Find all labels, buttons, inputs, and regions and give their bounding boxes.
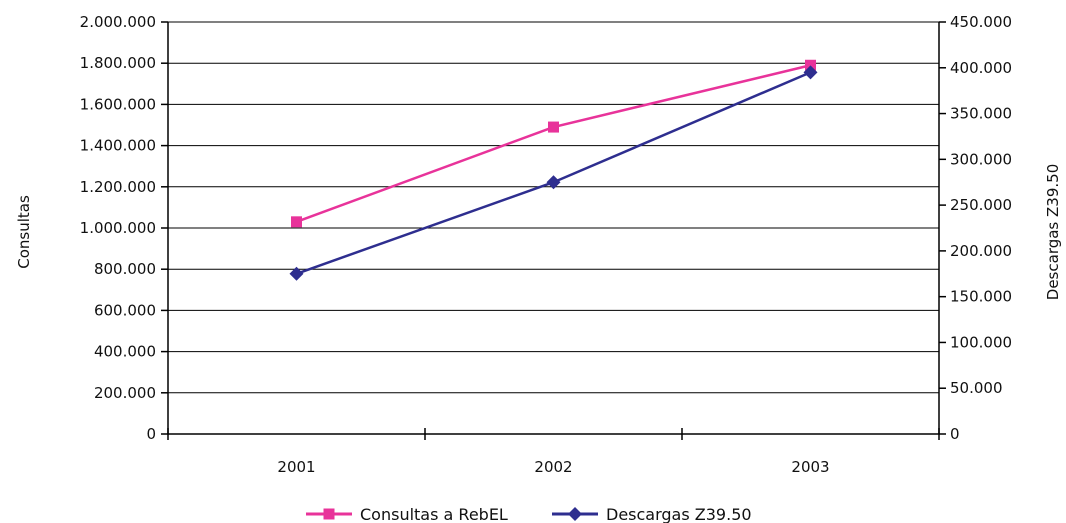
left-tick-label: 1.800.000 [80,54,156,72]
series-2 [289,65,818,281]
series-1 [291,59,816,228]
left-tick-label: 2.000.000 [80,13,156,31]
legend-label: Consultas a RebEL [360,505,508,523]
right-tick-label: 200.000 [950,242,1012,260]
left-tick-label: 0 [146,425,156,443]
right-tick-label: 0 [950,425,960,443]
gridlines [168,21,939,394]
left-tick-label: 200.000 [94,384,156,402]
legend-label: Descargas Z39.50 [606,505,752,523]
diamond-marker [546,175,561,190]
legend-item: Descargas Z39.50 [552,505,752,523]
diamond-marker [568,507,582,521]
x-axis-ticks: 2001 2002 2003 [167,428,940,476]
right-tick-label: 150.000 [950,288,1012,306]
left-tick-label: 1.600.000 [80,95,156,113]
right-tick-label: 300.000 [950,150,1012,168]
left-tick-label: 1.400.000 [80,137,156,155]
y-axis-title: Consultas [15,195,33,269]
left-tick-label: 600.000 [94,301,156,319]
left-tick-label: 400.000 [94,343,156,361]
right-tick-label: 100.000 [950,333,1012,351]
x-tick-label: 2002 [534,458,572,476]
square-marker [548,121,559,133]
series-layer [289,59,818,281]
square-marker [291,216,302,228]
right-tick-label: 50.000 [950,379,1003,397]
series-line [296,71,811,275]
square-marker [323,508,335,520]
right-tick-label: 350.000 [950,105,1012,123]
right-axis-ticks: 0 50.000 100.000 150.000 200.000 250.000 300.0… [939,13,1012,443]
left-axis-ticks: 0 200.000 400.000 600.000 800.000 1.000.000 1.… [80,13,168,443]
right-tick-label: 400.000 [950,59,1012,77]
square-marker [805,59,816,71]
right-tick-label: 450.000 [950,13,1012,31]
left-tick-label: 800.000 [94,260,156,278]
y2-axis-title: Descargas Z39.50 [1044,164,1062,300]
left-tick-label: 1.000.000 [80,219,156,237]
x-tick-label: 2001 [277,458,315,476]
diamond-marker [289,266,304,281]
diamond-marker [803,65,818,80]
legend-item: Consultas a RebEL [306,505,508,523]
series-line [296,64,811,223]
left-tick-label: 1.200.000 [80,178,156,196]
x-tick-label: 2003 [791,458,829,476]
right-tick-label: 250.000 [950,196,1012,214]
legend: Consultas a RebEL Descargas Z39.50 [306,505,752,523]
